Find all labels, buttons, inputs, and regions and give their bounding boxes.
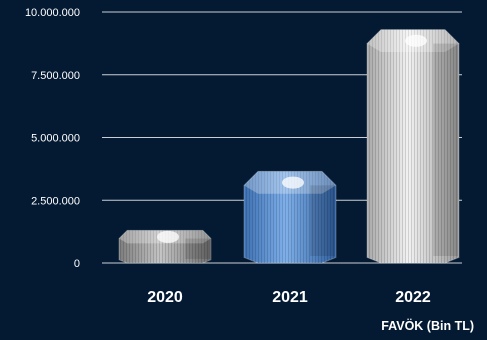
x-tick-label: 2022 <box>395 289 431 306</box>
y-tick-label: 2.500.000 <box>31 195 80 207</box>
bar-top-highlight <box>405 34 427 47</box>
bar-texture <box>367 29 459 263</box>
y-tick-label: 5.000.000 <box>31 133 80 145</box>
bar-2021 <box>243 170 337 264</box>
x-tick-label: 2020 <box>147 289 183 306</box>
x-axis-label: FAVÖK (Bin TL) <box>381 318 474 333</box>
x-tick-label: 2021 <box>272 289 308 306</box>
bar-2022 <box>366 29 460 264</box>
bar-texture <box>244 171 336 263</box>
bar-side-shade <box>310 185 335 256</box>
y-tick-label: 7.500.000 <box>31 70 80 82</box>
bar-top-highlight <box>157 230 179 243</box>
bar-side-shade <box>433 43 458 256</box>
bar-texture <box>119 230 211 263</box>
y-tick-label: 0 <box>74 258 80 270</box>
y-tick-label: 10.000.000 <box>25 7 80 19</box>
bar-top-highlight <box>282 176 304 189</box>
bar-2020 <box>118 229 212 264</box>
bar-side-shade <box>185 238 210 259</box>
